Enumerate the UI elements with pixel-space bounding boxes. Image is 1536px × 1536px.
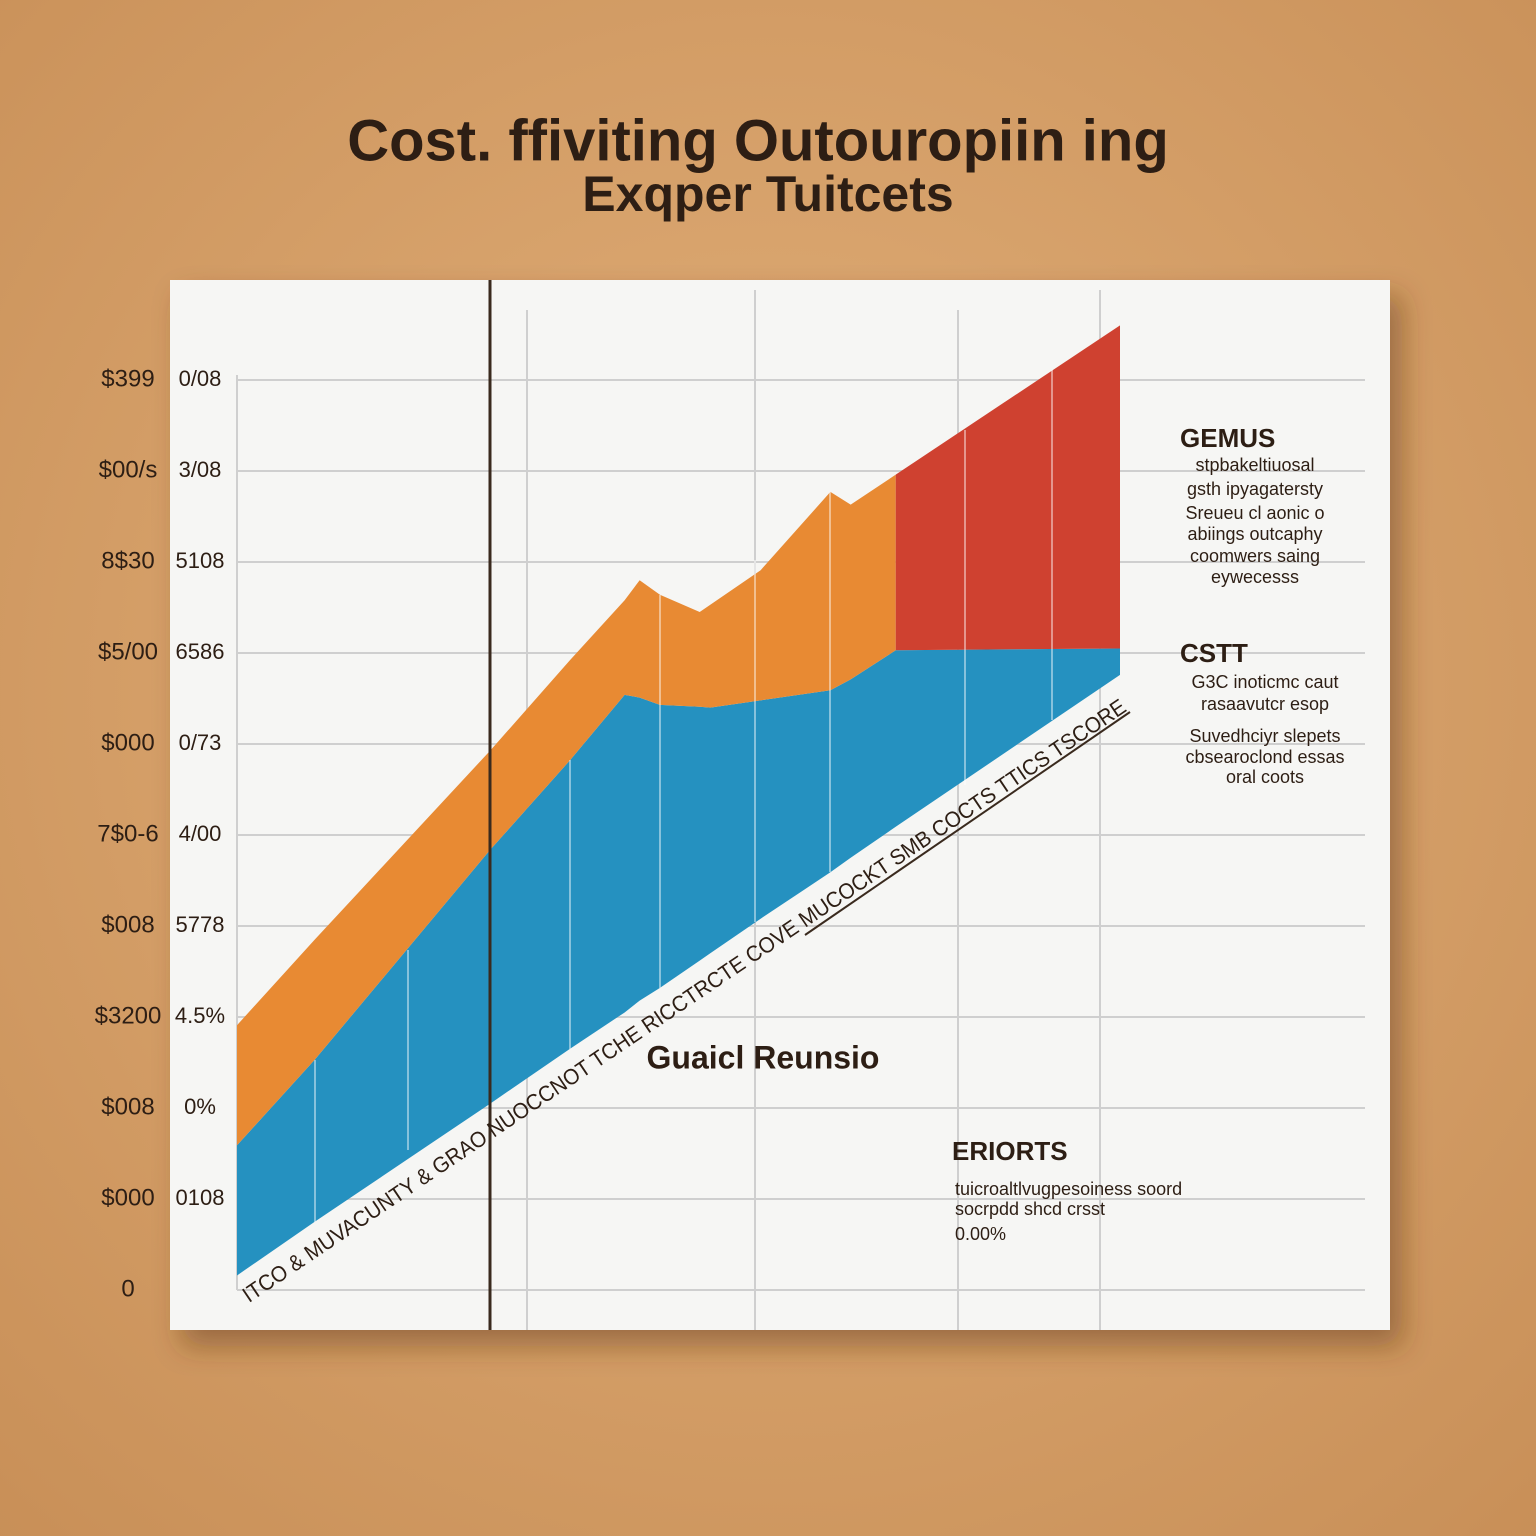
chart-title: Cost. ffiviting Outouropiin ing bbox=[347, 108, 1169, 173]
y-tick-label: $000 bbox=[101, 1184, 154, 1211]
y-tick-label: $000 bbox=[101, 729, 154, 756]
y-tick-label: $008 bbox=[101, 911, 154, 938]
y-tick-label: $00/s bbox=[99, 456, 158, 483]
y-tick-label: 8$30 bbox=[101, 547, 154, 574]
y2-tick-label: 0% bbox=[184, 1094, 216, 1119]
annotation-heading: CSTT bbox=[1180, 638, 1248, 668]
annotation-line: rasaavutcr esop bbox=[1201, 694, 1329, 714]
annotation-line: eywecesss bbox=[1211, 567, 1299, 587]
diagonal-rule bbox=[804, 711, 1131, 936]
footer: Guaicl Reunsio bbox=[647, 1039, 880, 1075]
y-tick-label: $5/00 bbox=[98, 638, 158, 665]
annotation-line: G3C inoticmc caut bbox=[1191, 672, 1338, 692]
area bbox=[237, 474, 896, 1146]
annotation-line: 0.00% bbox=[955, 1224, 1006, 1244]
annotation-line: gsth ipyagatersty bbox=[1187, 479, 1323, 499]
y2-tick-label: 3/08 bbox=[179, 457, 222, 482]
annotation-heading: GEMUS bbox=[1180, 423, 1275, 453]
y2-tick-label: 4.5% bbox=[175, 1003, 225, 1028]
y2-tick-label: 5108 bbox=[176, 548, 225, 573]
y-tick-label: 0 bbox=[121, 1275, 134, 1302]
y-tick-label: $399 bbox=[101, 365, 154, 392]
y2-tick-label: 0108 bbox=[176, 1185, 225, 1210]
annotation-heading: ERIORTS bbox=[952, 1136, 1068, 1166]
annotation-line: abiings outcaphy bbox=[1187, 524, 1322, 544]
annotation-line: stpbakeltiuosal bbox=[1195, 455, 1314, 475]
area bbox=[237, 648, 1120, 1276]
annotation-line: oral coots bbox=[1226, 767, 1304, 787]
y2-tick-label: 5778 bbox=[176, 912, 225, 937]
chart-subtitle: Exqper Tuitcets bbox=[582, 166, 953, 222]
areas bbox=[237, 325, 1120, 1276]
area bbox=[895, 325, 1120, 651]
y2-tick-label: 4/00 bbox=[179, 821, 222, 846]
area-stripes bbox=[314, 370, 1053, 1222]
annotation-line: coomwers saing bbox=[1190, 546, 1320, 566]
annotation-line: cbsearoclond essas bbox=[1185, 747, 1344, 767]
y2-tick-label: 6586 bbox=[176, 639, 225, 664]
y-tick-label: $3200 bbox=[95, 1002, 162, 1029]
annotation-line: Suvedhciyr slepets bbox=[1189, 726, 1340, 746]
y2-tick-label: 0/73 bbox=[179, 730, 222, 755]
annotation-line: tuicroaltlvugpesoiness soord bbox=[955, 1179, 1182, 1199]
y2-tick-label: 0/08 bbox=[179, 366, 222, 391]
y-tick-label: 7$0-6 bbox=[97, 820, 158, 847]
y-tick-label: $008 bbox=[101, 1093, 154, 1120]
annotation-line: Sreueu cl aonic o bbox=[1185, 503, 1324, 523]
annotation-line: socrpdd shcd crsst bbox=[955, 1199, 1105, 1219]
